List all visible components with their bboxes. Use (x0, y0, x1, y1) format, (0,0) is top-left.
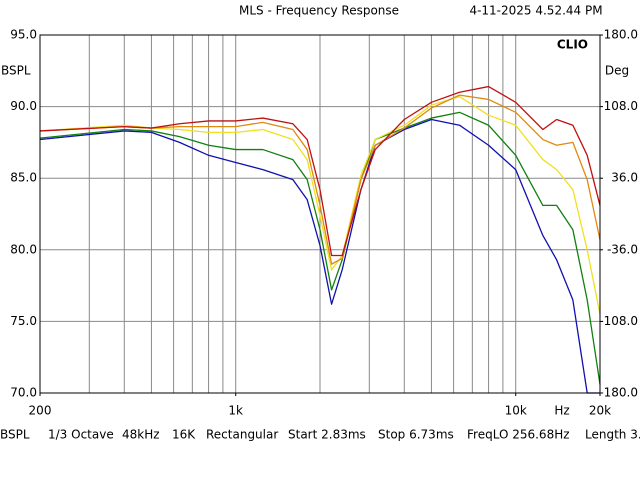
y2-tick-label: -36.0 (607, 242, 638, 256)
y-tick-label: 80.0 (10, 242, 37, 256)
y-tick-label: 70.0 (10, 386, 37, 400)
response-curve (39, 118, 600, 394)
y2-tick-label: 108.0 (604, 99, 638, 113)
x-tick-label: 200 (29, 404, 52, 418)
y-tick-label: 95.0 (10, 28, 37, 42)
x-tick-label: 1k (228, 404, 243, 418)
timestamp: 4-11-2025 4.52.44 PM (469, 4, 602, 18)
x-axis-unit: Hz (554, 404, 569, 418)
status-item: Length 3. (585, 428, 640, 442)
plot-frame (39, 34, 601, 394)
y2-tick-label: 180.0 (604, 28, 638, 42)
status-item: Start 2.83ms (288, 428, 366, 442)
chart-title: MLS - Frequency Response (239, 4, 399, 18)
y2-axis-label: Deg (605, 64, 629, 78)
y2-tick-label: -108.0 (599, 314, 638, 328)
status-item: 1/3 Octave (48, 428, 114, 442)
status-item: 16K (172, 428, 196, 442)
response-curve (39, 94, 601, 265)
y2-tick-label: -180.0 (599, 386, 638, 400)
x-tick-label: 10k (505, 404, 527, 418)
status-item: FreqLO 256.68Hz (467, 428, 570, 442)
y-tick-label: 85.0 (10, 171, 37, 185)
brand-label: CLIO (557, 38, 588, 52)
y-tick-label: 75.0 (10, 314, 37, 328)
y2-tick-label: 36.0 (611, 171, 638, 185)
y-axis-label: BSPL (1, 64, 31, 78)
response-curve (39, 85, 601, 257)
status-item: BSPL (0, 428, 30, 442)
y-tick-label: 90.0 (10, 99, 37, 113)
status-item: Rectangular (206, 428, 278, 442)
status-item: Stop 6.73ms (378, 428, 454, 442)
response-curve (39, 95, 601, 315)
status-item: 48kHz (122, 428, 160, 442)
x-tick-label: 20k (589, 404, 611, 418)
